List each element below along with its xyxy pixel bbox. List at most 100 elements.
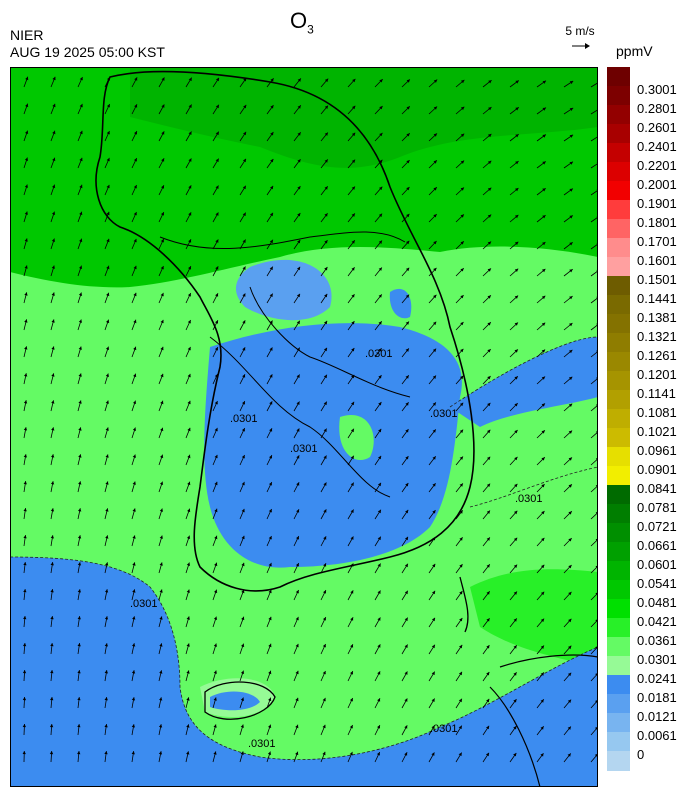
wind-arrowhead xyxy=(105,454,109,458)
wind-arrowhead xyxy=(78,481,82,485)
wind-arrowhead xyxy=(324,132,328,136)
wind-arrowhead xyxy=(159,670,163,674)
wind-arrowhead xyxy=(240,724,244,728)
wind-arrowhead xyxy=(515,134,519,138)
legend-swatch xyxy=(607,333,630,353)
wind-arrowhead xyxy=(50,508,55,512)
wind-arrowhead xyxy=(323,482,327,486)
wind-arrowhead xyxy=(542,242,546,246)
legend-swatch xyxy=(607,162,630,182)
wind-arrowhead xyxy=(104,616,109,620)
wind-arrowhead xyxy=(186,616,190,620)
wind-arrowhead xyxy=(324,267,328,271)
wind-arrowhead xyxy=(241,428,245,432)
wind-arrowhead xyxy=(324,186,328,190)
legend-label: 0.0541 xyxy=(637,575,677,591)
wind-arrowhead xyxy=(541,403,545,407)
wind-arrowhead xyxy=(324,78,329,83)
wind-arrowhead xyxy=(297,132,301,136)
wind-arrowhead xyxy=(514,322,518,326)
contour-label: .0301 xyxy=(430,723,458,735)
wind-arrowhead xyxy=(105,562,109,566)
legend-swatch xyxy=(607,390,630,410)
wind-arrowhead xyxy=(567,672,572,677)
wind-arrowhead xyxy=(296,509,300,513)
wind-arrowhead xyxy=(187,320,191,324)
wind-arrowhead xyxy=(78,508,82,512)
wind-arrowhead xyxy=(541,349,546,353)
wind-arrowhead xyxy=(324,320,328,325)
wind-arrowhead xyxy=(186,643,190,647)
wind-arrowhead xyxy=(432,590,436,595)
wind-arrowhead xyxy=(104,643,108,647)
wind-arrowhead xyxy=(324,213,328,217)
legend-label: 0 xyxy=(637,746,645,762)
wind-arrowhead xyxy=(134,77,138,81)
wind-arrowhead xyxy=(351,401,355,406)
wind-arrowhead xyxy=(24,373,28,377)
wind-arrowhead xyxy=(513,591,517,595)
wind-arrow xyxy=(590,324,598,331)
wind-arrowhead xyxy=(188,131,192,135)
legend-swatch xyxy=(607,599,630,619)
wind-arrowhead xyxy=(188,185,192,189)
wind-arrowhead xyxy=(433,214,437,218)
wind-arrowhead xyxy=(106,265,110,270)
legend-label: 0.1021 xyxy=(637,423,677,439)
wind-arrowhead xyxy=(159,508,163,512)
contour-label: .0301 xyxy=(248,738,276,750)
legend-label: 0.2601 xyxy=(637,119,677,135)
wind-arrowhead xyxy=(351,348,355,352)
wind-arrowhead xyxy=(541,537,545,542)
wind-arrowhead xyxy=(215,158,219,163)
wind-arrow xyxy=(590,189,598,196)
wind-arrowhead xyxy=(515,188,519,192)
wind-arrowhead xyxy=(568,376,573,381)
wind-arrowhead xyxy=(243,104,247,109)
wind-arrowhead xyxy=(131,697,136,701)
wind-arrowhead xyxy=(514,349,518,353)
wind-arrowhead xyxy=(322,697,326,702)
wind-arrowhead xyxy=(513,753,517,757)
wind-arrowhead xyxy=(568,484,572,488)
wind-arrowhead xyxy=(514,483,518,488)
wind-arrowhead xyxy=(79,265,83,269)
wind-arrowhead xyxy=(378,213,383,218)
wind-arrowhead xyxy=(268,724,272,728)
wind-arrowhead xyxy=(323,590,326,594)
wind-arrowhead xyxy=(23,589,27,593)
wind-arrowhead xyxy=(243,131,247,136)
wind-arrowhead xyxy=(488,133,492,138)
wind-arrowhead xyxy=(431,671,435,676)
wind-arrowhead xyxy=(541,484,545,488)
wind-arrow xyxy=(590,243,598,250)
wind-arrowhead xyxy=(459,510,463,514)
wind-arrowhead xyxy=(323,509,327,513)
wind-arrowhead xyxy=(77,562,82,566)
wind-arrowhead xyxy=(515,214,519,219)
wind-arrowhead xyxy=(460,133,465,137)
wind-arrowhead xyxy=(324,240,328,244)
wind-arrowhead xyxy=(459,429,464,433)
wind-arrowhead xyxy=(188,266,191,270)
jeju-outline xyxy=(204,681,276,720)
wind-arrowhead xyxy=(50,643,54,647)
wind-arrowhead xyxy=(107,77,110,81)
wind-arrowhead xyxy=(459,644,463,649)
wind-arrowhead xyxy=(134,131,137,135)
wind-arrowhead xyxy=(160,373,164,378)
wind-arrowhead xyxy=(132,508,136,512)
wind-arrowhead xyxy=(297,159,301,163)
legend-swatch xyxy=(607,67,630,87)
legend-swatch xyxy=(607,428,630,448)
legend-swatch xyxy=(607,105,630,125)
wind-arrowhead xyxy=(377,644,381,648)
wind-arrowhead xyxy=(77,643,81,647)
wind-arrowhead xyxy=(105,535,109,539)
legend-swatch xyxy=(607,485,630,505)
wind-arrowhead xyxy=(160,427,164,432)
legend-label: 0.2401 xyxy=(637,138,677,154)
wind-arrowhead xyxy=(568,511,572,515)
wind-arrowhead xyxy=(460,295,464,299)
wind-arrowhead xyxy=(324,159,328,163)
